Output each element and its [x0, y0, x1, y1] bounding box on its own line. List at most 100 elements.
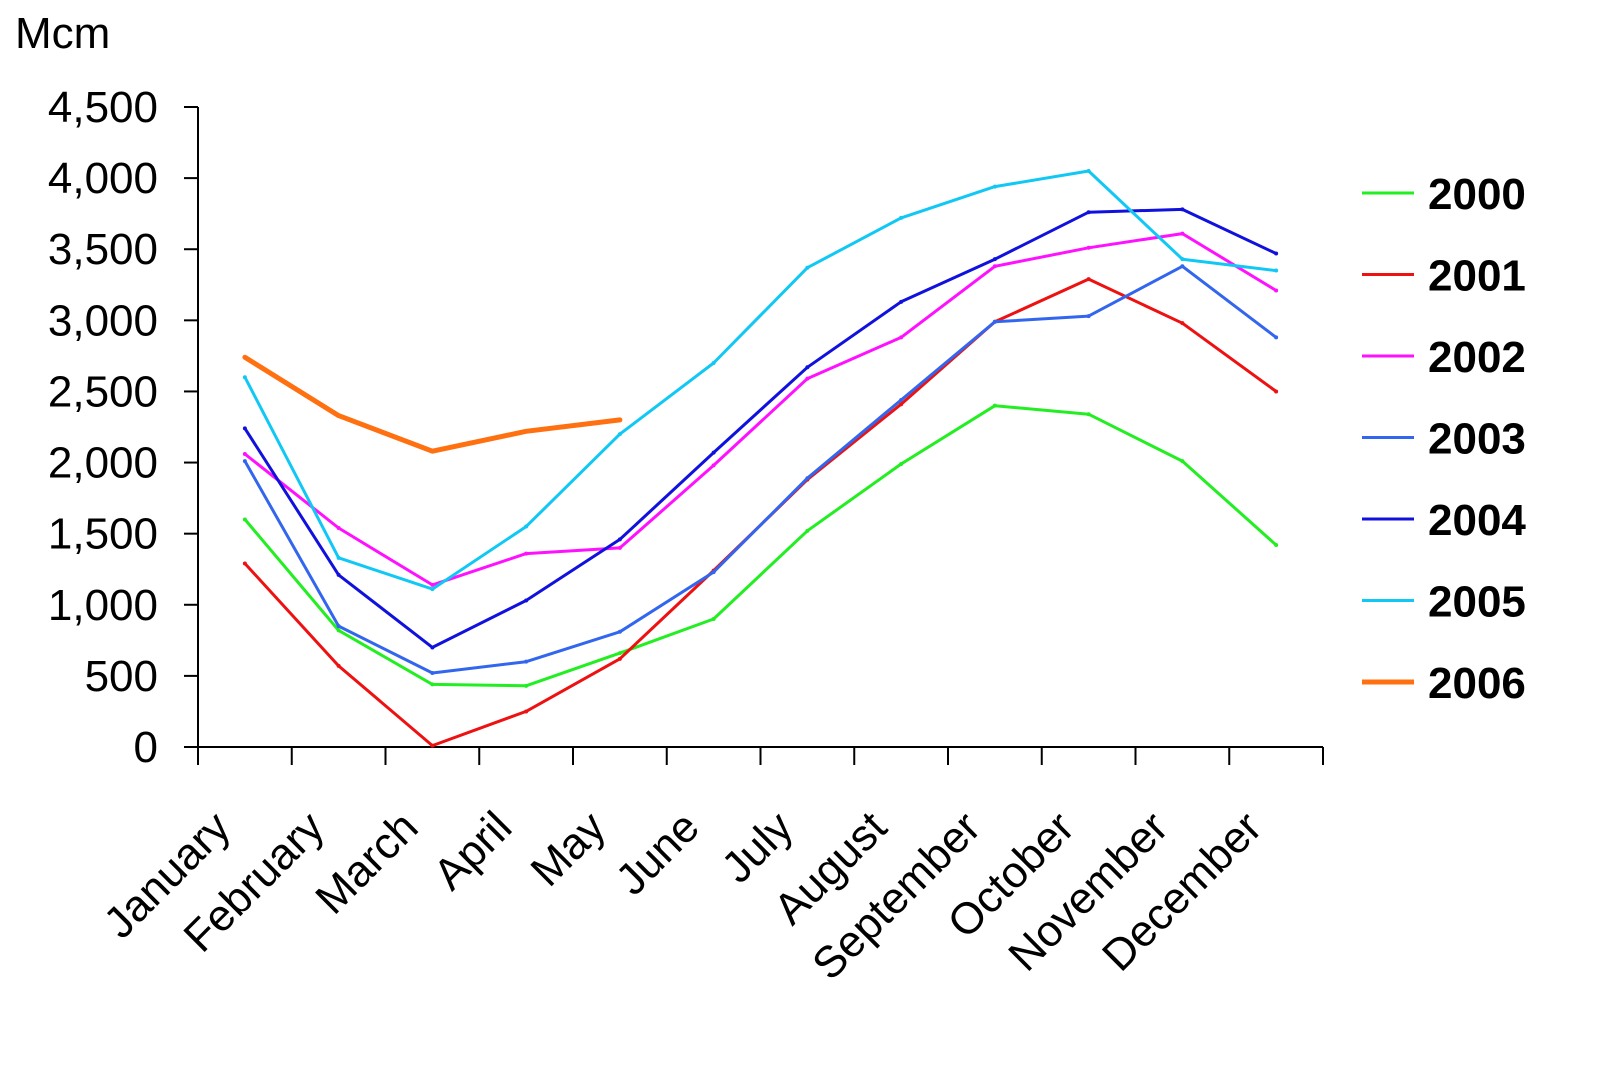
data-point: [1274, 543, 1279, 548]
data-point: [1086, 277, 1091, 282]
data-point: [617, 432, 622, 437]
legend-label: 2003: [1428, 415, 1526, 464]
data-point: [899, 397, 904, 402]
data-point: [242, 355, 247, 360]
data-point: [1086, 314, 1091, 319]
data-point: [242, 517, 247, 522]
legend-item-2005: 2005: [1362, 578, 1526, 627]
data-point: [524, 524, 529, 529]
data-point: [805, 376, 810, 381]
data-point: [242, 459, 247, 464]
series-line-2000: [243, 404, 1278, 688]
data-point: [617, 545, 622, 550]
data-point: [524, 709, 529, 714]
data-point: [1274, 251, 1279, 256]
series-2002: [242, 231, 1279, 587]
data-point: [711, 361, 716, 365]
y-axis: 0 500 1,000 1,500 2,000 2,500 3,000 3,500 4,000 4…: [48, 83, 199, 772]
data-point: [430, 645, 435, 650]
data-point: [711, 450, 716, 455]
data-point: [336, 525, 341, 530]
legend-item-2006: 2006: [1362, 659, 1526, 708]
data-point: [430, 582, 435, 587]
y-tick-label: 4,000: [48, 154, 158, 203]
series-lines: [242, 169, 1279, 748]
legend-label: 2005: [1428, 578, 1526, 627]
data-point: [1180, 459, 1185, 464]
y-tick-label: 1,500: [48, 510, 158, 559]
y-tick-label: 0: [134, 723, 158, 772]
data-point: [1086, 169, 1091, 173]
series-2000: [242, 403, 1279, 688]
data-point: [805, 528, 810, 533]
series-2001: [242, 277, 1279, 748]
series-line-2004: [243, 207, 1278, 649]
y-tick-label: 2,000: [48, 439, 158, 488]
series-line-2003: [243, 264, 1278, 675]
data-point: [242, 426, 247, 431]
x-tick-label: June: [607, 802, 709, 904]
y-tick-label: 500: [85, 652, 158, 701]
data-point: [1180, 257, 1185, 262]
data-point: [524, 659, 529, 664]
data-point: [336, 555, 341, 560]
data-point: [1274, 335, 1279, 340]
data-point: [617, 651, 622, 656]
data-point: [711, 570, 716, 575]
legend-label: 2002: [1428, 333, 1526, 382]
data-point: [430, 449, 435, 454]
legend-label: 2006: [1428, 659, 1526, 708]
series-line-2002: [243, 232, 1278, 587]
data-point: [711, 463, 716, 468]
data-point: [899, 215, 904, 220]
data-point: [992, 184, 997, 189]
y-tick-label: 4,500: [48, 83, 158, 132]
data-point: [1086, 412, 1091, 417]
legend-label: 2001: [1428, 252, 1526, 301]
data-point: [617, 629, 622, 634]
data-point: [1180, 231, 1185, 236]
data-point: [992, 264, 997, 269]
series-2005: [242, 169, 1279, 592]
data-point: [242, 375, 247, 380]
data-point: [430, 587, 435, 592]
data-point: [899, 299, 904, 304]
series-line-2005: [243, 169, 1278, 591]
data-point: [242, 561, 247, 566]
data-point: [899, 461, 904, 466]
data-point: [992, 319, 997, 324]
series-line-2006: [242, 354, 623, 454]
data-point: [336, 628, 341, 633]
legend-label: 2004: [1428, 496, 1526, 545]
y-tick-label: 3,000: [48, 296, 158, 345]
data-point: [430, 743, 435, 748]
data-point: [992, 257, 997, 262]
data-point: [805, 265, 810, 270]
data-point: [617, 537, 622, 542]
data-point: [711, 617, 716, 621]
data-point: [899, 402, 904, 407]
data-point: [805, 476, 810, 481]
y-axis-unit-label: Mcm: [15, 9, 110, 58]
data-point: [992, 403, 997, 408]
data-point: [524, 429, 529, 434]
data-point: [336, 572, 341, 577]
legend: 2000 2001 2002 2003 2004 2005 2006: [1362, 170, 1526, 708]
y-tick-label: 1,000: [48, 581, 158, 630]
y-tick-label: 2,500: [48, 367, 158, 416]
legend-item-2002: 2002: [1362, 333, 1526, 382]
data-point: [1274, 389, 1279, 394]
data-point: [805, 365, 810, 370]
x-tick-label: April: [424, 802, 521, 899]
data-point: [617, 656, 622, 661]
data-point: [617, 417, 622, 422]
data-point: [1086, 245, 1091, 250]
data-point: [899, 335, 904, 340]
x-tick-label: May: [522, 802, 615, 895]
legend-label: 2000: [1428, 170, 1526, 219]
x-tick-label: March: [306, 802, 427, 923]
series-2006: [242, 354, 623, 454]
data-point: [430, 682, 435, 687]
